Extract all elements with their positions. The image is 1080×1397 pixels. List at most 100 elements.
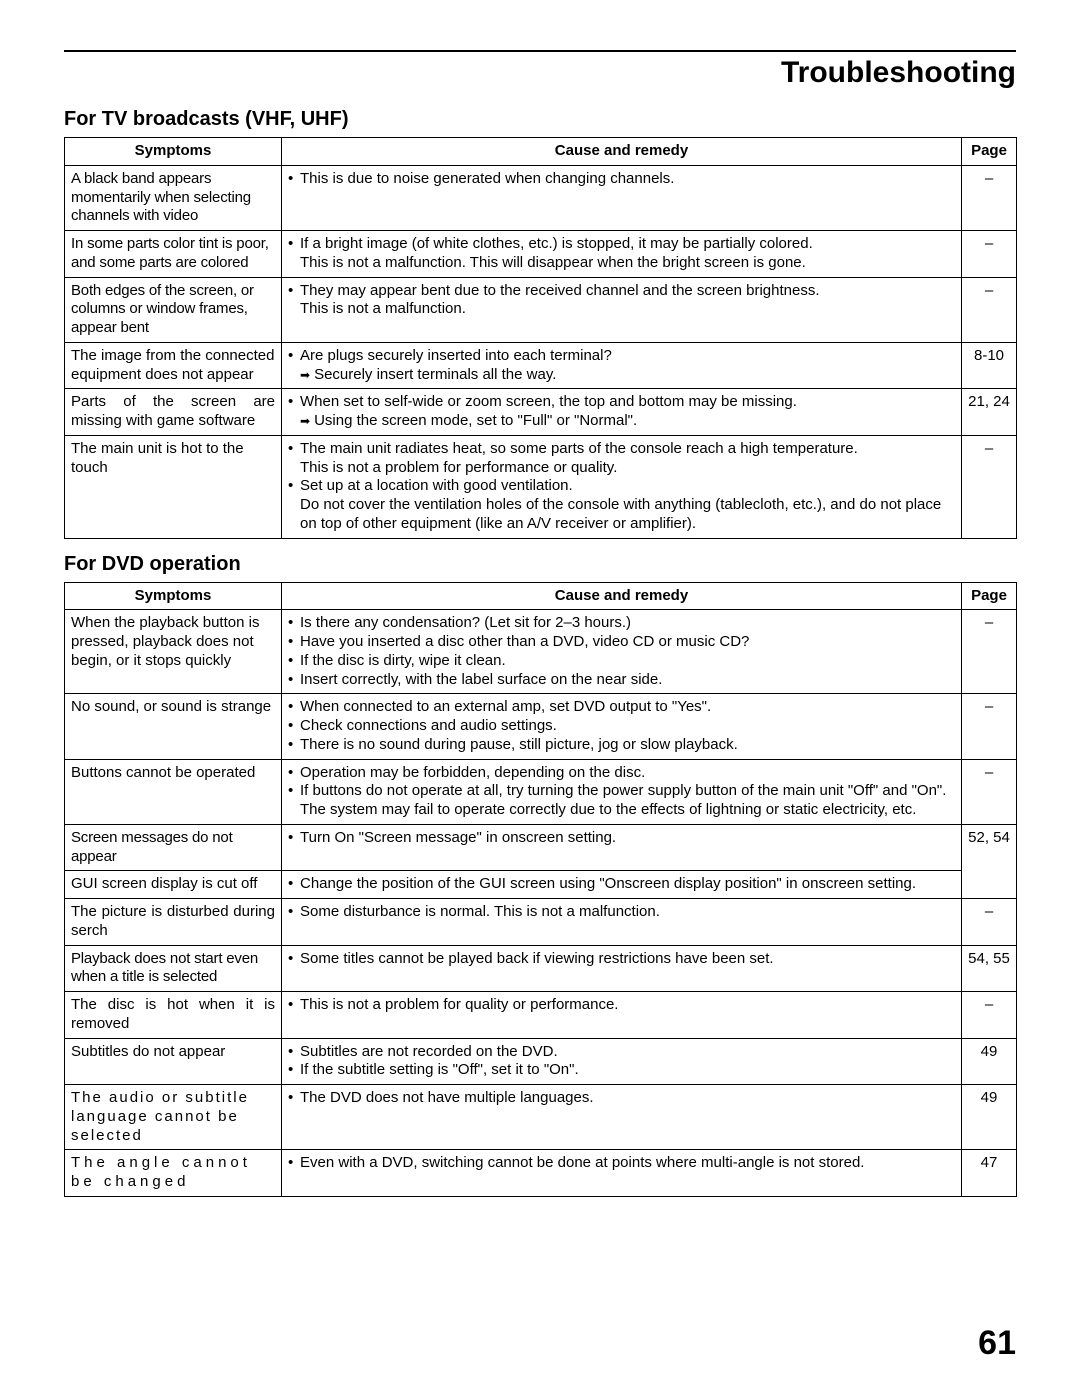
remedy-cell: Some disturbance is normal. This is not … [282, 899, 962, 946]
remedy-item: If buttons do not operate at all, try tu… [288, 782, 955, 820]
table-row: The picture is disturbed during serch Som… [65, 899, 1017, 946]
page-cell: – [962, 610, 1017, 694]
remedy-item: If the subtitle setting is "Off", set it… [288, 1061, 955, 1080]
page-cell: – [962, 165, 1017, 230]
table-row: Parts of the screen are missing with gam… [65, 389, 1017, 436]
table-row: The image from the connected equipment d… [65, 342, 1017, 389]
page-cell: – [962, 435, 1017, 538]
section-heading: For TV broadcasts (VHF, UHF) [64, 108, 1016, 131]
remedy-item: Even with a DVD, switching cannot be don… [288, 1154, 955, 1173]
table-row: Both edges of the screen, or columns or … [65, 277, 1017, 342]
symptom-cell: Parts of the screen are missing with gam… [65, 389, 282, 436]
remedy-cell: The main unit radiates heat, so some par… [282, 435, 962, 538]
symptom-cell: The disc is hot when it is removed [65, 992, 282, 1039]
table-row: GUI screen display is cut offChange the … [65, 871, 1017, 899]
symptom-cell: The angle cannot be changed [65, 1150, 282, 1197]
column-header: Page [962, 138, 1017, 166]
section-heading: For DVD operation [64, 553, 1016, 576]
remedy-cell: Turn On "Screen message" in onscreen set… [282, 824, 962, 871]
symptom-cell: Subtitles do not appear [65, 1038, 282, 1085]
remedy-item: Have you inserted a disc other than a DV… [288, 633, 955, 652]
column-header: Cause and remedy [282, 582, 962, 610]
table-row: The main unit is hot to the touchThe mai… [65, 435, 1017, 538]
table-row: Screen messages do not appearTurn On "Sc… [65, 824, 1017, 871]
symptom-cell: Screen messages do not appear [65, 824, 282, 871]
column-header: Symptoms [65, 138, 282, 166]
remedy-subtext: Do not cover the ventilation holes of th… [300, 496, 955, 534]
table-row: In some parts color tint is poor, and so… [65, 231, 1017, 278]
page-cell: – [962, 992, 1017, 1039]
page-cell: 8-10 [962, 342, 1017, 389]
symptom-cell: No sound, or sound is strange [65, 694, 282, 759]
remedy-item: Set up at a location with good ventilati… [288, 477, 955, 533]
remedy-item: If the disc is dirty, wipe it clean. [288, 652, 955, 671]
symptom-cell: A black band appears momentarily when se… [65, 165, 282, 230]
table-row: No sound, or sound is strange When connec… [65, 694, 1017, 759]
remedy-subtext: This is not a problem for performance or… [300, 459, 955, 478]
remedy-cell: The DVD does not have multiple languages… [282, 1085, 962, 1150]
column-header: Symptoms [65, 582, 282, 610]
symptom-cell: In some parts color tint is poor, and so… [65, 231, 282, 278]
symptom-cell: Playback does not start even when a titl… [65, 945, 282, 992]
column-header: Cause and remedy [282, 138, 962, 166]
remedy-cell: Operation may be forbidden, depending on… [282, 759, 962, 824]
remedy-subtext: This is not a malfunction. This will dis… [300, 254, 955, 273]
remedy-item: Subtitles are not recorded on the DVD. [288, 1043, 955, 1062]
remedy-item: This is not a problem for quality or per… [288, 996, 955, 1015]
symptom-cell: The main unit is hot to the touch [65, 435, 282, 538]
remedy-item: The DVD does not have multiple languages… [288, 1089, 955, 1108]
symptom-cell: The audio or subtitle language cannot be… [65, 1085, 282, 1150]
symptom-cell: When the playback button is pressed, pla… [65, 610, 282, 694]
remedy-cell: Is there any condensation? (Let sit for … [282, 610, 962, 694]
page-cell: 49 [962, 1038, 1017, 1085]
remedy-item: This is due to noise generated when chan… [288, 170, 955, 189]
page-title: Troubleshooting [64, 56, 1016, 90]
troubleshooting-table: SymptomsCause and remedyPage When the pla… [64, 582, 1017, 1197]
remedy-cell: When set to self-wide or zoom screen, th… [282, 389, 962, 436]
remedy-item: Some disturbance is normal. This is not … [288, 903, 955, 922]
remedy-item: Check connections and audio settings. [288, 717, 955, 736]
remedy-cell: Are plugs securely inserted into each te… [282, 342, 962, 389]
table-row: Playback does not start even when a titl… [65, 945, 1017, 992]
page-cell: 49 [962, 1085, 1017, 1150]
remedy-item: Change the position of the GUI screen us… [288, 875, 955, 894]
remedy-cell: If a bright image (of white clothes, etc… [282, 231, 962, 278]
page-cell: – [962, 759, 1017, 824]
symptom-cell: Both edges of the screen, or columns or … [65, 277, 282, 342]
remedy-item: They may appear bent due to the received… [288, 282, 955, 320]
remedy-arrow-text: Securely insert terminals all the way. [300, 366, 955, 385]
page: Troubleshooting For TV broadcasts (VHF, … [0, 0, 1080, 1397]
table-row: When the playback button is pressed, pla… [65, 610, 1017, 694]
symptom-cell: Buttons cannot be operated [65, 759, 282, 824]
page-cell: – [962, 899, 1017, 946]
symptom-cell: The picture is disturbed during serch [65, 899, 282, 946]
page-cell: – [962, 277, 1017, 342]
remedy-item: When set to self-wide or zoom screen, th… [288, 393, 955, 431]
troubleshooting-table: SymptomsCause and remedyPage A black band… [64, 137, 1017, 539]
page-cell: 21, 24 [962, 389, 1017, 436]
table-row: Buttons cannot be operated Operation may … [65, 759, 1017, 824]
remedy-cell: This is due to noise generated when chan… [282, 165, 962, 230]
remedy-item: Operation may be forbidden, depending on… [288, 764, 955, 783]
remedy-cell: Even with a DVD, switching cannot be don… [282, 1150, 962, 1197]
remedy-item: Insert correctly, with the label surface… [288, 671, 955, 690]
top-rule [64, 50, 1016, 52]
page-cell: 47 [962, 1150, 1017, 1197]
remedy-cell: This is not a problem for quality or per… [282, 992, 962, 1039]
remedy-item: If a bright image (of white clothes, etc… [288, 235, 955, 273]
page-cell: – [962, 694, 1017, 759]
remedy-subtext: This is not a malfunction. [300, 300, 955, 319]
table-row: A black band appears momentarily when se… [65, 165, 1017, 230]
page-number: 61 [978, 1324, 1016, 1363]
page-cell: 52, 54 [962, 824, 1017, 898]
remedy-cell: Subtitles are not recorded on the DVD.If… [282, 1038, 962, 1085]
page-cell: – [962, 231, 1017, 278]
remedy-cell: They may appear bent due to the received… [282, 277, 962, 342]
remedy-cell: Change the position of the GUI screen us… [282, 871, 962, 899]
remedy-cell: When connected to an external amp, set D… [282, 694, 962, 759]
remedy-item: The main unit radiates heat, so some par… [288, 440, 955, 478]
remedy-item: Are plugs securely inserted into each te… [288, 347, 955, 385]
symptom-cell: The image from the connected equipment d… [65, 342, 282, 389]
column-header: Page [962, 582, 1017, 610]
remedy-item: When connected to an external amp, set D… [288, 698, 955, 717]
